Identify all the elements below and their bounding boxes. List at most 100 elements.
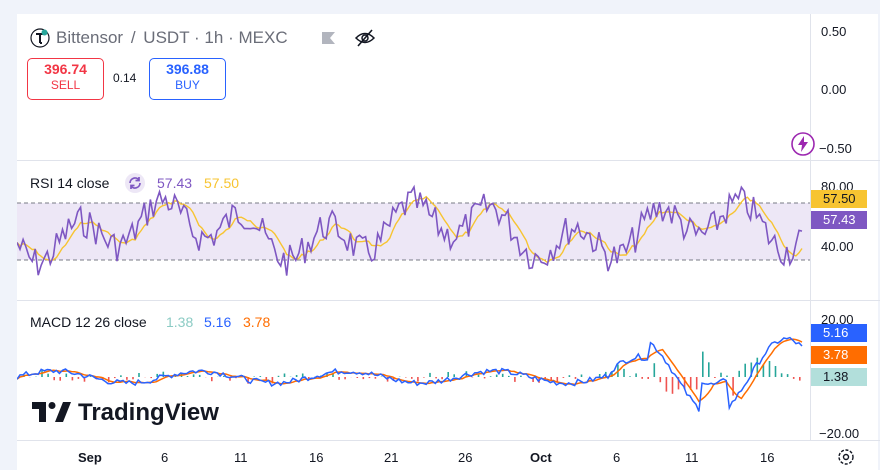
macd-histogram-bar [563, 377, 565, 378]
time-tick: Sep [78, 450, 102, 465]
macd-histogram-bar [53, 377, 55, 380]
macd-histogram-bar [696, 377, 698, 389]
macd-histogram-bar [126, 377, 128, 380]
buy-price: 396.88 [150, 61, 225, 77]
macd-histogram-bar [666, 377, 668, 392]
time-tick: 6 [613, 450, 620, 465]
macd-histogram-bar [508, 376, 510, 377]
macd-histogram-bar [484, 377, 486, 378]
macd-histogram-bar [799, 377, 801, 381]
macd-histogram-bar [193, 374, 195, 377]
macd-histogram-bar [635, 373, 637, 377]
macd-histogram-bar [72, 377, 74, 380]
hide-eye-icon[interactable] [354, 28, 376, 48]
macd-histogram-bar [732, 377, 734, 396]
macd-histogram-bar [569, 375, 571, 377]
macd-histogram-bar [59, 377, 61, 381]
time-tick: 21 [384, 450, 398, 465]
macd-histogram-bar [278, 376, 280, 377]
time-tick: 26 [458, 450, 472, 465]
macd-histogram-bar [187, 376, 189, 377]
macd-histogram-bar [514, 377, 516, 382]
sell-button[interactable]: 396.74 SELL [27, 58, 104, 100]
macd-histogram-bar [296, 375, 298, 377]
macd-histogram-bar [787, 374, 789, 377]
macd-hist-price-tag: 1.38 [811, 368, 867, 386]
sell-price: 396.74 [28, 61, 103, 77]
macd-histogram-bar [720, 373, 722, 377]
macd-histogram-bar [223, 376, 225, 377]
macd-histogram-bar [654, 363, 656, 377]
macd-histogram-bar [260, 376, 262, 377]
macd-histogram-bar [496, 375, 498, 377]
symbol-title[interactable]: Bittensor / USDT · 1h · MEXC [56, 28, 288, 48]
macd-histogram-bar [575, 377, 577, 379]
macd-histogram-bar [423, 377, 425, 378]
symbol-pair: USDT [143, 28, 189, 47]
macd-histogram-bar [120, 375, 122, 377]
macd-histogram-bar [490, 376, 492, 377]
macd-histogram-bar [478, 375, 480, 377]
flag-icon[interactable] [321, 31, 337, 45]
macd-histogram-bar [338, 377, 340, 380]
macd-histogram-bar [114, 377, 116, 378]
macd-histogram-bar [417, 377, 419, 382]
macd-histogram-bar [623, 369, 625, 377]
rsi-ma-price-tag: 57.50 [811, 190, 867, 208]
rsi-price-tag: 57.43 [811, 211, 867, 229]
macd-histogram-bar [132, 377, 134, 379]
buy-button[interactable]: 396.88 BUY [149, 58, 226, 100]
macd-histogram-bar [375, 377, 377, 379]
macd-histogram-bar [775, 366, 777, 377]
top-frame [0, 0, 880, 14]
macd-histogram-bar [672, 377, 674, 394]
time-tick: Oct [530, 450, 552, 465]
macd-histogram-bar [738, 371, 740, 377]
price-axis-label: −0.50 [819, 141, 852, 156]
macd-histogram-bar [78, 377, 80, 379]
symbol-name: Bittensor [56, 28, 123, 47]
macd-histogram-bar [520, 376, 522, 377]
macd-histogram-bar [726, 376, 728, 377]
macd-histogram-bar [369, 377, 371, 378]
macd-histogram-bar [429, 373, 431, 377]
sell-label: SELL [28, 77, 103, 93]
macd-histogram-bar [47, 374, 49, 377]
macd-histogram-bar [441, 377, 443, 379]
macd-histogram-bar [150, 377, 152, 378]
macd-histogram-bar [453, 374, 455, 377]
tradingview-logo-text[interactable]: TradingView [78, 399, 219, 427]
macd-histogram-bar [138, 373, 140, 377]
macd-histogram-bar [199, 375, 201, 377]
settings-gear-icon[interactable] [836, 447, 856, 467]
exchange: MEXC [238, 28, 287, 47]
rsi-axis-label: 40.00 [821, 239, 854, 254]
macd-histogram-bar [363, 377, 365, 379]
macd-histogram-bar [744, 364, 746, 377]
macd-histogram-bar [284, 374, 286, 378]
price-axis-label: 0.00 [821, 82, 846, 97]
macd-histogram-bar [308, 377, 310, 379]
sep-dot-1: · [194, 28, 200, 47]
macd-histogram-bar [769, 361, 771, 377]
rsi-plot[interactable] [17, 161, 810, 300]
macd-histogram-bar [411, 377, 413, 379]
spread-value: 0.14 [113, 71, 136, 85]
macd-price-tag: 5.16 [811, 324, 867, 342]
macd-histogram-bar [629, 376, 631, 377]
macd-histogram-bar [714, 377, 716, 378]
lightning-icon[interactable] [790, 131, 816, 157]
tradingview-logo-icon[interactable] [32, 400, 72, 424]
time-tick: 11 [234, 450, 248, 465]
macd-signal-price-tag: 3.78 [811, 346, 867, 364]
macd-histogram-bar [66, 374, 68, 377]
macd-histogram-bar [702, 352, 704, 377]
macd-axis-label: −20.00 [819, 426, 859, 441]
macd-histogram-bar [708, 362, 710, 377]
time-tick: 6 [161, 450, 168, 465]
time-tick: 16 [760, 450, 774, 465]
macd-histogram-bar [211, 377, 213, 381]
macd-histogram-bar [357, 377, 359, 378]
bittensor-logo-icon [30, 28, 50, 48]
left-frame [0, 0, 17, 470]
